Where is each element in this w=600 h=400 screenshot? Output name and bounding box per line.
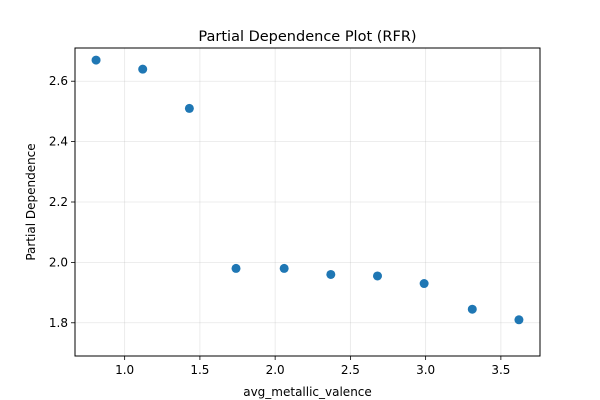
data-point (184, 103, 194, 113)
x-tick-label: 1.5 (190, 363, 209, 377)
y-tick-label: 2.0 (49, 255, 68, 269)
ticks: 1.0 1.5 2.0 2.5 3.0 3.5 1.8 2.0 2.2 2.4 2.6 (49, 74, 511, 377)
data-point (138, 64, 148, 74)
y-tick-label: 2.4 (49, 135, 68, 149)
y-axis-label: Partial Dependence (24, 143, 38, 260)
y-tick-label: 1.8 (49, 316, 68, 330)
data-point (326, 269, 336, 279)
x-tick-label: 2.0 (266, 363, 285, 377)
data-point (514, 315, 524, 325)
y-tick-label: 2.2 (49, 195, 68, 209)
x-axis-label: avg_metallic_valence (243, 385, 372, 399)
data-point (419, 279, 429, 289)
data-point (91, 55, 101, 65)
x-tick-label: 3.5 (491, 363, 510, 377)
x-tick-label: 1.0 (115, 363, 134, 377)
chart-title: Partial Dependence Plot (RFR) (198, 29, 416, 45)
data-point (231, 263, 241, 273)
data-points (91, 55, 524, 325)
grid (75, 48, 540, 356)
x-tick-label: 3.0 (416, 363, 435, 377)
x-tick-label: 2.5 (341, 363, 360, 377)
y-tick-label: 2.6 (49, 74, 68, 88)
data-point (279, 263, 289, 273)
data-point (467, 304, 477, 314)
data-point (372, 271, 382, 281)
